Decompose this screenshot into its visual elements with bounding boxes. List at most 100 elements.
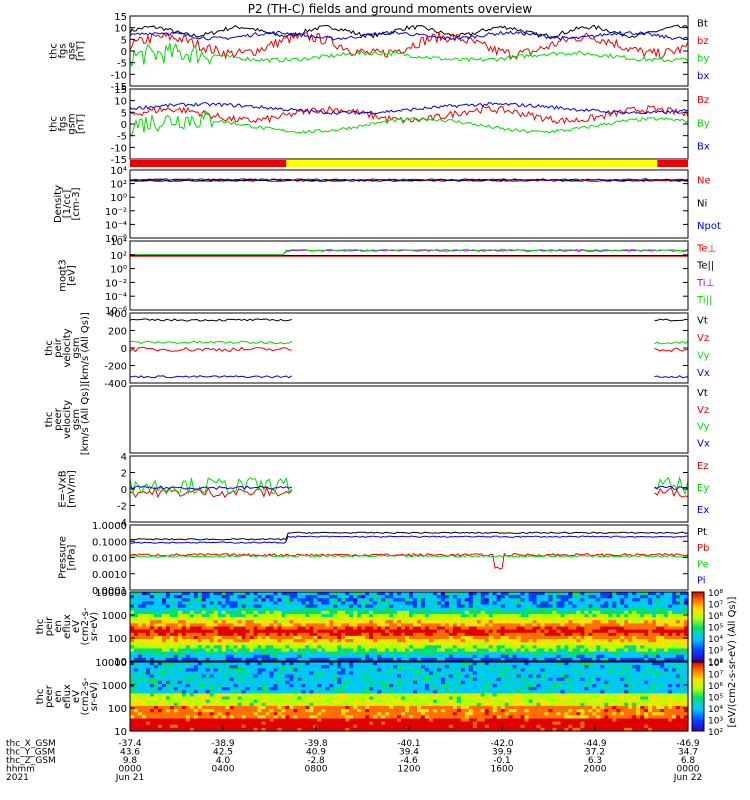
spectrogram-cell [333, 614, 338, 618]
spectrogram-cell [333, 610, 338, 615]
spectrogram-cell [628, 696, 633, 701]
spectrogram-cell [397, 687, 402, 691]
spectrogram-cell [672, 662, 677, 666]
spectrogram-cell [289, 629, 294, 634]
spectrogram-cell [361, 598, 366, 602]
spectrogram-cell [205, 626, 211, 631]
spectrogram-cell [289, 595, 294, 599]
spectrogram-cell [580, 601, 585, 606]
spectrogram-cell [321, 620, 326, 624]
spectrogram-cell [568, 645, 573, 649]
spectrogram-cell [289, 642, 294, 646]
spectrogram-cell [253, 629, 259, 634]
spectrogram-cell [161, 662, 167, 666]
spectrogram-cell [385, 635, 390, 640]
spectrogram-cell [596, 592, 601, 596]
spectrogram-cell [138, 674, 143, 679]
spectrogram-cell [468, 629, 474, 634]
spectrogram-cell [480, 610, 486, 615]
spectrogram-cell [377, 674, 382, 679]
spectrogram-cell [652, 614, 657, 618]
spectrogram-cell [269, 610, 275, 615]
spectrogram-cell [652, 684, 657, 688]
spectrogram-cell [532, 680, 538, 685]
spectrogram-cell [145, 598, 151, 602]
spectrogram-cell [492, 623, 498, 628]
spectrogram-cell [536, 648, 542, 653]
spectrogram-cell [528, 607, 534, 612]
spectrogram-cell [524, 595, 530, 599]
spectrogram-cell [369, 690, 374, 694]
spectrogram-cell [668, 604, 673, 609]
spectrogram-cell [329, 617, 334, 621]
spectrogram-cell [142, 693, 147, 698]
spectrogram-cell [237, 645, 243, 649]
spectrogram-cell [532, 648, 538, 653]
spectrogram-cell [361, 592, 366, 596]
spectrogram-cell [660, 629, 665, 634]
spectrogram-cell [377, 639, 382, 643]
spectrogram-cell [620, 665, 625, 669]
spectrogram-cell [596, 601, 601, 606]
spectrogram-cell [556, 665, 562, 669]
spectrogram-cell [468, 604, 474, 609]
spectrogram-cell [349, 645, 354, 649]
spectrogram-cell [520, 696, 526, 701]
spectrogram-cell [157, 601, 163, 606]
spectrogram-cell [660, 648, 665, 653]
spectrogram-cell [436, 671, 442, 676]
spectrogram-cell [361, 639, 366, 643]
spectrogram-cell [512, 677, 518, 682]
spectrogram-cell [385, 626, 390, 631]
spectrogram-cell [568, 696, 573, 701]
spectrogram-cell [500, 648, 506, 653]
spectrogram-cell [329, 693, 334, 698]
spectrogram-cell [576, 680, 581, 685]
spectrogram-cell [130, 601, 135, 606]
spectrogram-cell [369, 680, 374, 685]
spectrogram-cell [261, 657, 267, 662]
spectrogram-cell [293, 662, 298, 666]
spectrogram-cell [456, 687, 462, 691]
spectrogram-cell [138, 617, 143, 621]
spectrogram-cell [197, 639, 203, 643]
spectrogram-cell [516, 601, 522, 606]
spectrogram-cell [556, 592, 562, 596]
spectrogram-cell [476, 645, 482, 649]
spectrogram-cell [269, 687, 275, 691]
panel-mode_bar [130, 160, 688, 167]
spectrogram-cell [417, 604, 422, 609]
spectrogram-cell [676, 623, 681, 628]
spectrogram-cell [616, 693, 621, 698]
spectrogram-cell [157, 610, 163, 615]
spectrogram-cell [142, 607, 147, 612]
spectrogram-cell [365, 595, 370, 599]
spectrogram-cell [233, 671, 239, 676]
spectrogram-cell [684, 654, 689, 659]
spectrogram-cell [213, 677, 219, 682]
spectrogram-cell [596, 620, 601, 624]
spectrogram-cell [480, 699, 486, 704]
spectrogram-cell [345, 674, 350, 679]
spectrogram-cell [488, 699, 494, 704]
spectrogram-cell [624, 639, 629, 643]
spectrogram-cell [185, 665, 191, 669]
spectrogram-cell [596, 642, 601, 646]
spectrogram-cell [341, 639, 346, 643]
spectrogram-cell [417, 645, 422, 649]
spectrogram-cell [608, 654, 613, 659]
spectrogram-cell [421, 629, 426, 634]
spectrogram-cell [560, 629, 566, 634]
spectrogram-cell [656, 677, 661, 682]
spectrogram-cell [580, 626, 585, 631]
spectrogram-cell [173, 635, 179, 640]
spectrogram-cell [349, 677, 354, 682]
spectrogram-cell [660, 601, 665, 606]
spectrogram-cell [508, 651, 514, 656]
spectrogram-cell [397, 671, 402, 676]
spectrogram-cell [548, 626, 554, 631]
spectrogram-cell [564, 635, 569, 640]
spectrogram-cell [536, 651, 542, 656]
spectrogram-cell [680, 648, 685, 653]
spectrogram-cell [436, 693, 442, 698]
